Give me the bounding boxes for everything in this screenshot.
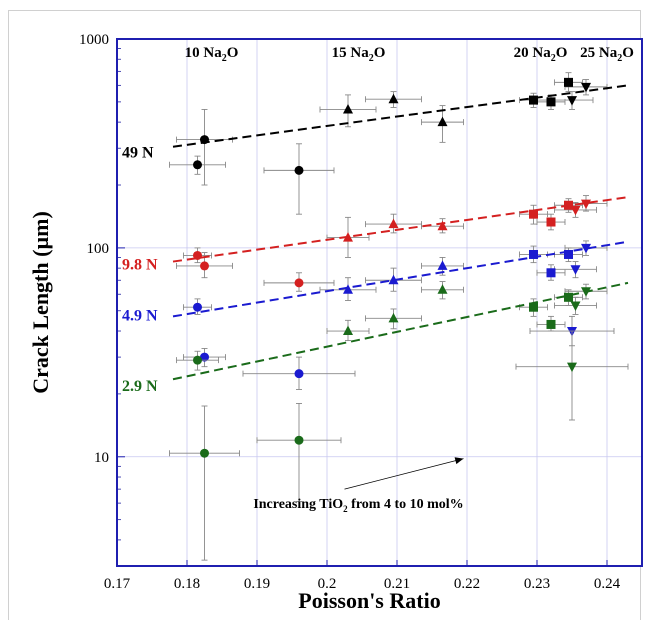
data-point-triangle-down xyxy=(581,287,591,297)
data-point-square xyxy=(546,319,556,329)
data-point-triangle xyxy=(343,232,353,242)
data-point-triangle xyxy=(437,220,448,231)
data-point-triangle xyxy=(388,312,399,323)
data-point-circle xyxy=(200,352,209,362)
data-point-triangle-down xyxy=(570,265,581,275)
x-tick-label: 0.17 xyxy=(104,576,131,592)
data-point-triangle-down xyxy=(570,301,581,311)
load-label: 49 N xyxy=(122,144,154,161)
trend-line-4 xyxy=(172,281,629,381)
trend-line-2 xyxy=(172,196,629,263)
data-point-square xyxy=(529,209,538,219)
data-point-triangle xyxy=(437,116,448,127)
x-tick-label: 0.21 xyxy=(384,576,410,592)
y-axis-label: Crack Length (µm) xyxy=(28,211,53,394)
y-tick-label: 1000 xyxy=(79,32,109,48)
data-point-circle xyxy=(200,261,209,271)
data-point-triangle-down xyxy=(581,243,591,254)
data-point-square xyxy=(546,217,556,227)
data-point-circle xyxy=(193,250,202,260)
data-point-square xyxy=(564,200,573,210)
annotation-arrow-head xyxy=(454,457,464,465)
data-point-circle xyxy=(200,135,209,145)
data-point-square xyxy=(546,97,556,107)
x-tick-label: 0.19 xyxy=(244,576,270,592)
data-point-triangle xyxy=(388,93,399,104)
plot-frame xyxy=(116,38,643,567)
data-point-triangle xyxy=(388,218,399,229)
data-point-square xyxy=(529,302,538,312)
data-point-triangle-down xyxy=(567,96,577,106)
data-point-triangle xyxy=(343,103,353,114)
data-point-triangle xyxy=(437,284,448,294)
x-tick-label: 0.24 xyxy=(594,576,621,592)
data-point-triangle xyxy=(343,284,353,294)
annotation-text: Increasing TiO2 from 4 to 10 mol% xyxy=(253,497,463,514)
y-tick-label: 10 xyxy=(94,450,109,466)
data-point-triangle-down xyxy=(567,362,577,373)
y-tick-label: 100 xyxy=(87,241,110,257)
plot-area xyxy=(117,39,642,566)
data-point-square xyxy=(564,77,573,87)
composition-label: 25 Na2O xyxy=(580,45,634,64)
composition-label: 20 Na2O xyxy=(514,45,568,64)
x-tick-label: 0.2 xyxy=(318,576,337,592)
data-point-square xyxy=(564,292,573,302)
data-point-circle xyxy=(294,435,304,445)
data-point-circle xyxy=(193,302,202,312)
data-point-circle xyxy=(200,448,209,458)
x-tick-label: 0.18 xyxy=(174,576,200,592)
data-point-square xyxy=(546,268,556,278)
data-point-circle xyxy=(193,355,202,365)
data-point-triangle xyxy=(343,325,353,336)
data-point-triangle-down xyxy=(570,205,581,216)
data-point-circle xyxy=(193,160,202,170)
x-tick-label: 0.23 xyxy=(524,576,550,592)
data-point-square xyxy=(529,249,538,259)
composition-label: 15 Na2O xyxy=(332,45,386,64)
trend-line-1 xyxy=(172,84,629,148)
annotation-arrow-line xyxy=(344,458,464,490)
x-axis-label: Poisson's Ratio xyxy=(298,588,440,613)
data-point-square xyxy=(564,249,573,259)
load-label: 4.9 N xyxy=(122,307,158,324)
x-tick-label: 0.22 xyxy=(454,576,480,592)
composition-label: 10 Na2O xyxy=(185,45,239,64)
data-point-triangle-down xyxy=(581,82,591,93)
data-point-square xyxy=(529,95,538,105)
data-point-circle xyxy=(294,278,304,288)
data-point-circle xyxy=(294,369,304,379)
load-label: 2.9 N xyxy=(122,378,158,395)
load-label: 9.8 N xyxy=(122,257,158,274)
data-point-triangle xyxy=(437,260,448,270)
data-point-triangle xyxy=(388,274,399,285)
data-point-circle xyxy=(294,165,304,175)
data-point-triangle-down xyxy=(581,199,591,210)
trend-line-3 xyxy=(172,240,629,318)
